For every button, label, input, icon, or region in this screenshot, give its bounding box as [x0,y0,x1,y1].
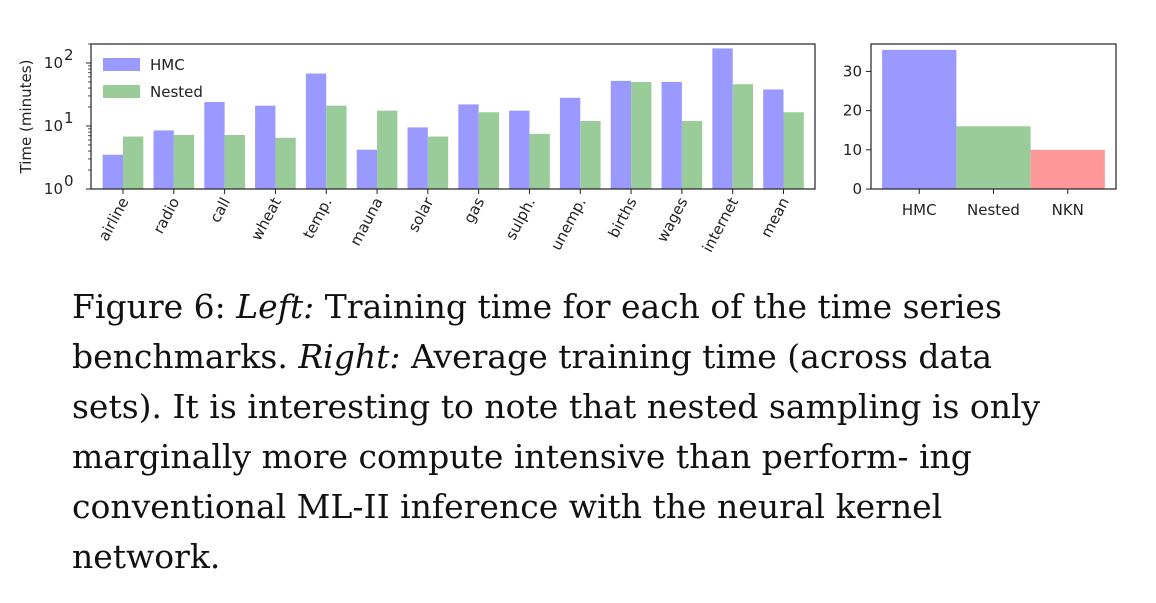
x-tick-label: wages [653,194,692,245]
bar-hmc-mean [763,89,784,189]
bar-hmc-wages [661,81,682,189]
y-tick-label: 0 [852,180,862,198]
bar-hmc-temp [305,73,327,189]
y-tick-label: 30 [843,62,862,80]
bar-hmc-wheat [255,105,276,189]
x-tick-label: mauna [346,194,386,248]
x-tick-label: Nested [967,201,1020,219]
bar-nested-mean [783,112,804,189]
caption-label: Figure 6: [72,287,226,326]
bar-hmc-airline [102,154,124,189]
bar-hmc-sulph [509,110,530,189]
x-tick-label: internet [698,194,742,255]
bar-nested-unemp [580,120,601,189]
legend-swatch-nested [103,85,140,98]
bar-nested-solar [427,136,449,189]
x-tick-label: call [206,194,234,225]
y-axis-label: Time (minutes) [17,60,35,175]
x-tick-label: airline [95,194,133,244]
y-tick-label: 10 [44,54,63,72]
caption-left-text: Training time for each of the time serie… [72,287,1002,376]
y-tick-exponent: 0 [64,172,74,190]
x-tick-label: unemp. [547,194,590,253]
bar-hmc-mauna [356,149,378,189]
bar-nested-airline [123,136,144,189]
caption-right-text: Average training time (across data sets)… [72,337,1041,576]
figure-caption: Figure 6: Left: Training time for each o… [72,282,1072,582]
x-tick-label: HMC [902,201,937,219]
legend-swatch-hmc [103,58,140,71]
legend-label-hmc: HMC [150,56,185,74]
x-tick-label: wheat [247,194,285,243]
figure: airline radio call wheat temp. mauna solar gas s… [17,43,1117,255]
right-chart: HMC Nested NKN 0 10 20 30 [843,43,1117,219]
bar-nested-wheat [275,137,296,189]
bar-nested-temp [326,105,347,189]
bar-nested-call [224,134,245,189]
bar-nested-births [631,81,652,189]
y-tick-exponent: 2 [64,46,74,64]
x-tick-label: temp. [299,194,336,241]
bar-nested-gas [478,112,499,189]
bar-hmc-internet [712,48,733,189]
x-tick-label: births [605,194,641,241]
bar-hmc-radio [153,130,174,189]
bar-nested-radio [173,134,195,189]
bar-avg-hmc [882,49,957,189]
bar-hmc-solar [407,127,428,189]
x-tick-label: mean [757,194,793,240]
y-tick-exponent: 1 [64,109,74,127]
bar-nested-sulph [529,133,550,189]
bar-hmc-gas [458,104,479,189]
x-tick-label: sulph. [502,194,539,242]
y-tick-label: 10 [44,117,63,135]
y-tick-label: 10 [843,141,862,159]
bar-hmc-call [204,102,225,189]
x-tick-label: NKN [1052,201,1084,219]
bar-hmc-unemp [559,97,581,189]
x-tick-label: solar [404,194,437,235]
left-axes-frame [90,43,816,190]
caption-right-label: Right: [298,337,401,376]
legend-label-nested: Nested [150,83,203,101]
y-tick-label: 10 [44,180,63,198]
bar-hmc-births [610,80,632,189]
bar-avg-nested [956,126,1031,189]
x-tick-label: gas [460,194,488,226]
y-tick-label: 20 [843,102,862,120]
caption-left-label: Left: [236,287,315,326]
x-tick-label: radio [150,194,184,236]
bar-nested-internet [732,84,754,189]
right-axes-frame [870,43,1117,190]
bar-avg-nkn [1030,149,1105,189]
bar-nested-wages [681,120,703,189]
bar-nested-mauna [377,110,398,189]
left-chart: airline radio call wheat temp. mauna solar gas s… [17,43,816,255]
